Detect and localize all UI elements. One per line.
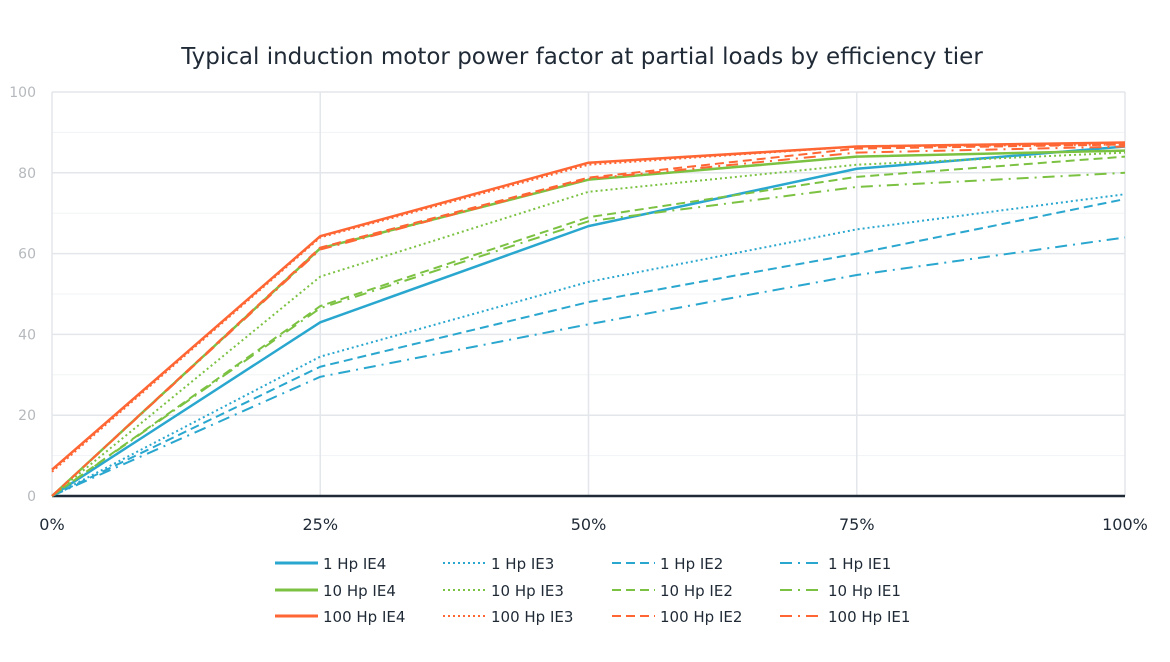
series-line bbox=[51, 198, 1126, 497]
legend-label: 10 Hp IE3 bbox=[491, 582, 564, 600]
series-line bbox=[51, 151, 1126, 497]
legend-label: 1 Hp IE2 bbox=[660, 555, 723, 573]
legend-item: 1 Hp IE4 bbox=[275, 555, 386, 573]
legend-label: 100 Hp IE3 bbox=[491, 608, 573, 626]
legend-item: 100 Hp IE3 bbox=[443, 608, 573, 626]
legend-item: 100 Hp IE1 bbox=[780, 608, 910, 626]
legend-item: 100 Hp IE2 bbox=[612, 608, 742, 626]
y-tick-label: 20 bbox=[18, 408, 36, 424]
legend-item: 10 Hp IE4 bbox=[275, 582, 396, 600]
x-tick-label: 75% bbox=[839, 515, 875, 534]
legend-item: 1 Hp IE3 bbox=[443, 555, 554, 573]
x-axis: 0% 25% 50% 75% 100% bbox=[39, 515, 1148, 534]
legend-item: 10 Hp IE2 bbox=[612, 582, 733, 600]
y-tick-label: 0 bbox=[27, 489, 36, 505]
legend-label: 100 Hp IE2 bbox=[660, 608, 742, 626]
legend-label: 100 Hp IE4 bbox=[323, 608, 405, 626]
y-axis: 0 20 40 60 80 100 bbox=[9, 85, 36, 505]
legend: 1 Hp IE4 1 Hp IE3 1 Hp IE2 1 Hp IE1 10 Hp IE… bbox=[275, 555, 910, 626]
series-line bbox=[51, 155, 1126, 497]
legend-item: 10 Hp IE3 bbox=[443, 582, 564, 600]
chart-title: Typical induction motor power factor at … bbox=[180, 44, 983, 70]
legend-label: 1 Hp IE3 bbox=[491, 555, 554, 573]
y-tick-label: 80 bbox=[18, 166, 36, 182]
legend-label: 10 Hp IE1 bbox=[828, 582, 901, 600]
y-tick-label: 40 bbox=[18, 327, 36, 343]
x-tick-label: 100% bbox=[1102, 515, 1148, 534]
legend-label: 10 Hp IE4 bbox=[323, 582, 396, 600]
x-tick-label: 0% bbox=[39, 515, 64, 534]
y-tick-label: 100 bbox=[9, 85, 36, 101]
legend-label: 10 Hp IE2 bbox=[660, 582, 733, 600]
x-tick-label: 25% bbox=[302, 515, 338, 534]
legend-item: 1 Hp IE1 bbox=[780, 555, 891, 573]
legend-item: 10 Hp IE1 bbox=[780, 582, 901, 600]
legend-label: 1 Hp IE4 bbox=[323, 555, 386, 573]
x-tick-label: 50% bbox=[571, 515, 607, 534]
series-line bbox=[51, 171, 1126, 497]
series-line bbox=[51, 236, 1126, 497]
series-line bbox=[51, 193, 1126, 497]
series-lines bbox=[51, 141, 1126, 498]
series-line bbox=[51, 141, 1126, 471]
legend-item: 1 Hp IE2 bbox=[612, 555, 723, 573]
y-tick-label: 60 bbox=[18, 247, 36, 263]
legend-label: 1 Hp IE1 bbox=[828, 555, 891, 573]
legend-item: 100 Hp IE4 bbox=[275, 608, 405, 626]
legend-label: 100 Hp IE1 bbox=[828, 608, 910, 626]
grid bbox=[51, 91, 1126, 498]
series-line bbox=[51, 145, 1126, 497]
